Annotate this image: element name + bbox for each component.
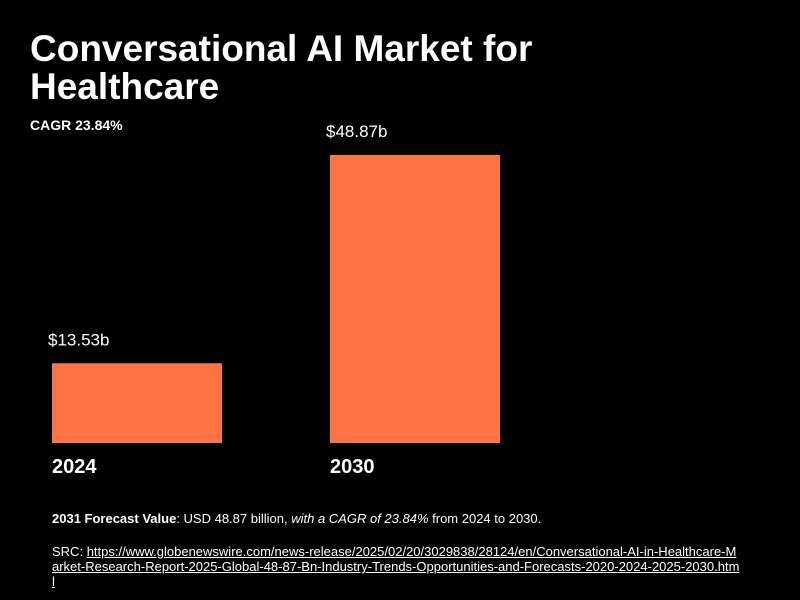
source-link[interactable]: https://www.globenewswire.com/news-relea…	[52, 544, 740, 589]
x-tick-label: 2024	[52, 456, 97, 478]
source-label: SRC:	[52, 544, 84, 559]
footnote: 2031 Forecast Value: USD 48.87 billion, …	[52, 511, 752, 526]
note-tail: from 2024 to 2030.	[428, 511, 542, 526]
bar	[330, 155, 500, 443]
chart-title: Conversational AI Market for Healthcare	[30, 28, 533, 107]
note-emphasis: with a CAGR of 23.84%	[291, 511, 429, 526]
note-text: : USD 48.87 billion,	[176, 511, 292, 526]
x-tick-label: 2030	[330, 456, 375, 478]
chart-subtitle: CAGR 23.84%	[30, 117, 123, 133]
bar	[52, 363, 222, 443]
value-label: $48.87b	[326, 122, 387, 141]
value-label: $13.53b	[48, 330, 109, 349]
note-label: 2031 Forecast Value	[52, 511, 177, 526]
source: SRC: https://www.globenewswire.com/news-…	[52, 544, 742, 589]
